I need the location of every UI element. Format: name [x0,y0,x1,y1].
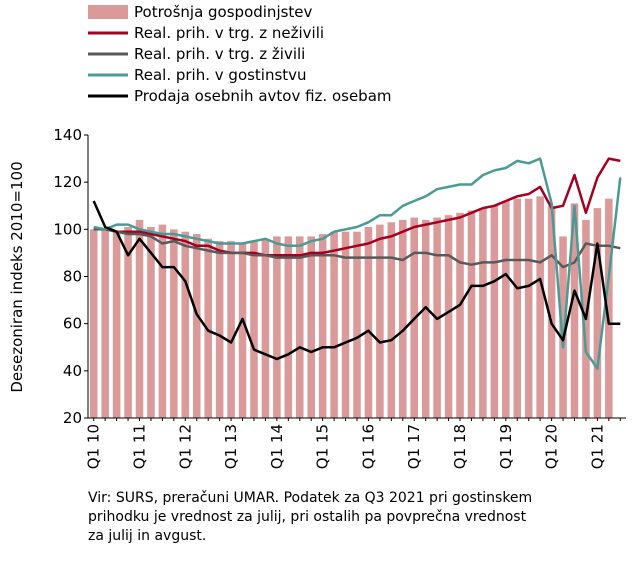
x-tick-label: Q1 17 [405,424,423,469]
bar [387,222,396,418]
legend-label: Real. prih. v trg. z neživili [134,24,324,42]
bar [513,198,522,418]
note: Vir: SURS, preračuni UMAR. Podatek za Q3… [88,490,532,506]
bar [479,208,487,418]
bar [112,231,121,418]
x-tick-label: Q1 16 [359,424,377,469]
x-tick-label: Q1 13 [222,424,240,469]
note: za julij in avgust. [88,528,206,544]
legend-label: Potrošnja gospodinjstev [134,3,313,21]
bar [135,219,144,418]
legend-label: Real. prih. v trg. z živili [134,45,305,63]
y-tick-label: 100 [53,220,82,238]
y-tick-label: 40 [63,362,82,380]
line [93,228,621,269]
x-tick-label: Q1 19 [497,424,515,469]
y-tick-label: 80 [63,268,82,286]
bar [147,226,155,418]
bar [559,236,567,418]
bar [444,215,453,418]
bar [124,226,132,418]
bar [158,224,167,418]
legend-label: Real. prih. v gostinstvu [134,66,307,84]
bar [605,198,613,418]
bar [467,210,476,418]
bar [284,236,293,418]
x-tick-label: Q1 15 [314,424,332,469]
x-tick-label: Q1 18 [451,424,469,469]
bar [524,198,533,418]
bar [170,229,178,418]
bar [181,231,190,418]
bar [250,241,258,418]
bar [502,201,510,418]
x-tick-label: Q1 11 [131,424,149,469]
bar [261,238,270,418]
x-tick-label: Q1 10 [85,424,103,469]
x-tick-label: Q1 12 [176,424,194,469]
bar [364,226,373,418]
bar [547,205,556,418]
bar [204,238,212,418]
bar [399,219,407,418]
bar [376,224,384,418]
y-tick-label: 140 [53,126,82,144]
legend-swatch [88,5,128,19]
bar [456,212,464,418]
line [93,157,621,257]
line [93,157,622,370]
bar [341,231,350,418]
line [92,200,621,361]
bar [318,234,327,418]
legend-label: Prodaja osebnih avtov fiz. osebam [134,87,392,105]
bar [593,208,602,418]
bar [307,236,315,418]
x-tick-label: Q1 20 [543,424,561,469]
bar [570,203,579,418]
y-axis-label: Desezoniran indeks 2010=100 [8,161,26,392]
bar [215,241,224,418]
bar [89,229,98,418]
bar [353,231,361,418]
x-tick-label: Q1 14 [268,424,286,469]
bar [238,243,247,418]
y-tick-label: 20 [63,409,82,427]
bar [536,196,544,418]
bar [227,241,235,418]
note: prihodku je vrednost za julij, pri ostal… [88,509,527,525]
y-tick-label: 120 [53,173,82,191]
bar [101,229,109,418]
x-tick-label: Q1 21 [588,424,606,469]
bar [295,236,304,418]
bar [273,236,281,418]
y-tick-label: 60 [63,315,82,333]
bar [330,231,338,418]
bar [421,219,430,418]
bar [490,205,499,418]
bar [192,234,201,418]
